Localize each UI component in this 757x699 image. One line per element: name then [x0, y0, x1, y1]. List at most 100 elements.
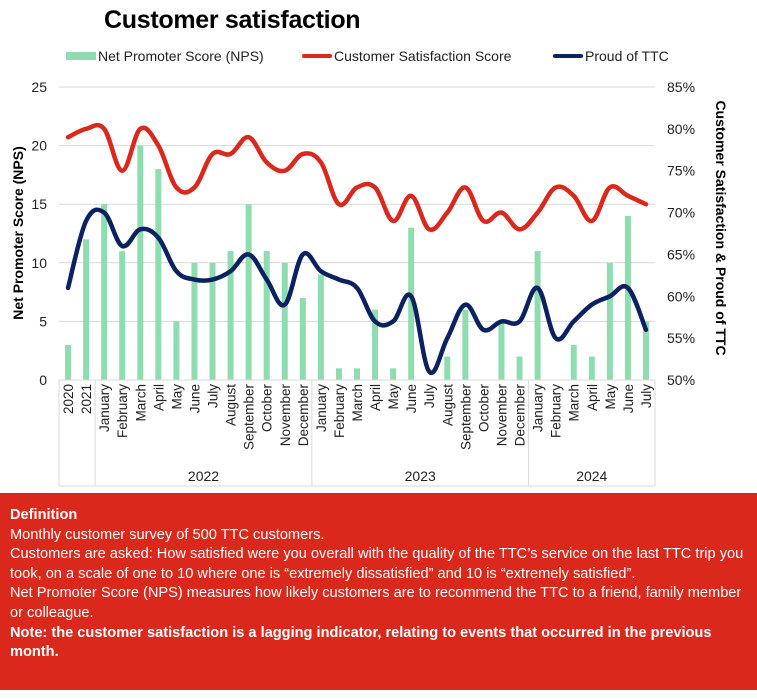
nps-bar	[227, 251, 234, 380]
nps-bar	[155, 169, 162, 380]
x-tick-label: May	[386, 384, 401, 410]
x-tick-label: May	[603, 384, 618, 410]
left-axis-tick: 15	[31, 196, 47, 212]
legend-label-csat: Customer Satisfaction Score	[334, 48, 512, 64]
nps-bar	[444, 356, 451, 380]
x-tick-label: 2020	[61, 384, 76, 414]
nps-bar	[209, 262, 216, 380]
nps-bar	[263, 251, 270, 380]
definition-line: Monthly customer survey of 500 TTC custo…	[10, 526, 325, 543]
legend-swatch-csat	[302, 54, 332, 58]
nps-bar	[354, 368, 360, 380]
left-axis-tick: 20	[31, 138, 47, 154]
x-tick-label: January	[97, 384, 112, 432]
definition-line: Net Promoter Score (NPS) measures how li…	[10, 585, 742, 621]
definition-line: Customers are asked: How satisfied were …	[10, 546, 744, 582]
nps-bars	[65, 145, 649, 380]
left-axis-title: Net Promoter Score (NPS)	[10, 146, 26, 319]
definition-heading: Definition	[10, 507, 78, 523]
x-tick-label: May	[169, 384, 184, 410]
nps-bar	[390, 368, 397, 380]
legend-item-csat: Customer Satisfaction Score	[302, 48, 511, 64]
nps-bar	[498, 321, 505, 380]
proud-of-ttc-line	[65, 207, 649, 376]
left-axis-tick: 10	[31, 255, 47, 271]
nps-bar	[372, 309, 379, 380]
x-tick-label: July	[422, 384, 437, 408]
legend-item-proud: Proud of TTC	[553, 48, 669, 64]
x-tick-label: March	[350, 384, 365, 422]
x-group-label: 2023	[405, 468, 436, 484]
left-axis-ticks: 0 5 10 15 20 25	[31, 79, 47, 388]
definition-panel: Definition Monthly customer survey of 50…	[0, 493, 757, 690]
x-tick-label: January	[314, 384, 329, 432]
x-tick-label: October	[260, 384, 275, 433]
right-axis-tick: 65%	[667, 246, 695, 262]
legend-label-proud: Proud of TTC	[585, 48, 669, 64]
definition-note: Note: the customer satisfaction is a lag…	[10, 624, 712, 661]
nps-bar	[245, 204, 252, 380]
right-axis-tick: 60%	[667, 288, 695, 304]
x-tick-label: February	[332, 384, 347, 438]
x-tick-label: September	[458, 384, 473, 451]
x-tick-label: August	[224, 384, 239, 426]
legend-swatch-nps	[66, 52, 96, 60]
nps-bar	[83, 239, 90, 380]
x-tick-label: October	[476, 384, 491, 433]
nps-bar	[606, 262, 613, 380]
nps-bar	[101, 204, 108, 380]
nps-bar	[624, 215, 631, 380]
nps-bar	[588, 356, 595, 380]
right-axis-tick: 50%	[667, 372, 695, 388]
left-axis-tick: 0	[39, 372, 47, 388]
x-tick-label: December	[296, 384, 311, 447]
left-axis-tick: 5	[39, 313, 47, 329]
nps-bar	[119, 251, 126, 380]
x-tick-label: January	[531, 384, 546, 432]
nps-bar	[65, 344, 72, 380]
csat-line	[65, 122, 649, 232]
x-tick-label: April	[151, 384, 166, 411]
nps-bar	[570, 344, 577, 380]
x-tick-label: June	[404, 384, 419, 413]
nps-bar	[137, 145, 144, 380]
x-tick-label: June	[621, 384, 636, 413]
right-axis-title: Customer Satisfaction & Proud of TTC	[713, 100, 729, 355]
x-tick-label: February	[115, 384, 130, 438]
x-tick-label: July	[206, 384, 221, 408]
x-tick-label: September	[242, 384, 257, 451]
x-tick-label: June	[187, 384, 202, 413]
x-tick-label: March	[133, 384, 148, 422]
right-axis-tick: 80%	[667, 121, 695, 137]
nps-bar	[534, 251, 541, 380]
x-tick-label: February	[549, 384, 564, 438]
right-axis-tick: 75%	[667, 163, 695, 179]
nps-bar	[335, 368, 342, 380]
nps-bar	[317, 274, 324, 380]
right-axis-tick: 85%	[667, 79, 695, 95]
x-group-label: 2024	[576, 468, 607, 484]
x-tick-label: 2021	[79, 384, 94, 414]
series-lines	[65, 122, 649, 376]
left-axis-tick: 25	[31, 79, 47, 95]
x-tick-label: November	[278, 384, 293, 447]
right-axis-tick: 55%	[667, 330, 695, 346]
x-tick-label: April	[368, 384, 383, 411]
nps-bar	[299, 297, 306, 380]
nps-bar	[281, 262, 288, 380]
right-axis-ticks: 50% 55% 60% 65% 70% 75% 80% 85%	[667, 79, 695, 388]
x-tick-label: July	[639, 384, 654, 408]
nps-bar	[191, 262, 198, 380]
x-tick-label: August	[440, 384, 455, 426]
chart-area: 0 5 10 15 20 25 50% 55% 60% 65% 70% 75% 80% 85% 2020…	[10, 79, 729, 487]
x-tick-label: November	[494, 384, 509, 447]
nps-bar	[642, 321, 649, 380]
legend-item-nps: Net Promoter Score (NPS)	[66, 48, 264, 64]
x-group-label: 2022	[188, 468, 219, 484]
x-tick-label: April	[585, 384, 600, 411]
right-axis-tick: 70%	[667, 205, 695, 221]
nps-bar	[173, 321, 180, 380]
legend-swatch-proud	[553, 54, 583, 58]
x-tick-label: March	[567, 384, 582, 422]
nps-bar	[462, 309, 469, 380]
